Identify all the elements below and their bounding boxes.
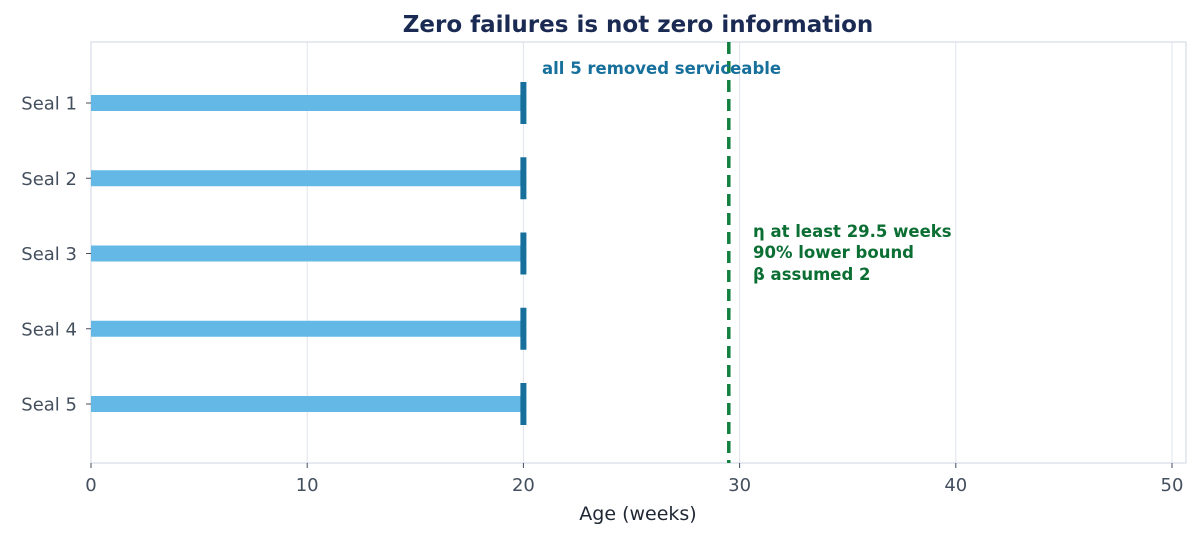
bars-layer: [91, 82, 527, 425]
annotation-confidence: 90% lower bound: [753, 243, 914, 262]
annotation-beta-assumed: β assumed 2: [753, 265, 871, 284]
x-tick-label: 40: [944, 475, 967, 496]
suspension-marker: [520, 383, 527, 425]
x-tick-labels: 0 10 20 30 40 50: [85, 463, 1183, 496]
x-tick-label: 30: [728, 475, 751, 496]
suspension-marker: [520, 232, 527, 275]
x-axis-label: Age (weeks): [579, 503, 696, 525]
chart-title: Zero failures is not zero information: [403, 12, 874, 38]
suspension-marker: [520, 157, 527, 200]
y-tick-labels: Seal 1 Seal 2 Seal 3 Seal 4 Seal 5: [21, 94, 91, 416]
y-tick-label: Seal 1: [21, 94, 77, 115]
y-tick-label: Seal 5: [21, 395, 77, 416]
bar: [91, 320, 524, 337]
y-tick-label: Seal 4: [21, 319, 77, 340]
x-tick-label: 50: [1161, 475, 1184, 496]
bar: [91, 245, 524, 262]
x-tick-label: 0: [85, 475, 96, 496]
suspension-marker: [520, 307, 527, 350]
bar: [91, 95, 524, 111]
x-tick-label: 20: [512, 475, 535, 496]
y-tick-label: Seal 2: [21, 169, 77, 190]
x-tick-label: 10: [296, 475, 319, 496]
annotation-eta-bound: η at least 29.5 weeks: [753, 222, 952, 241]
bar: [91, 170, 524, 187]
bar: [91, 396, 524, 412]
suspension-marker: [520, 82, 527, 124]
y-tick-label: Seal 3: [21, 244, 77, 265]
annotation-all-removed: all 5 removed serviceable: [542, 59, 781, 78]
